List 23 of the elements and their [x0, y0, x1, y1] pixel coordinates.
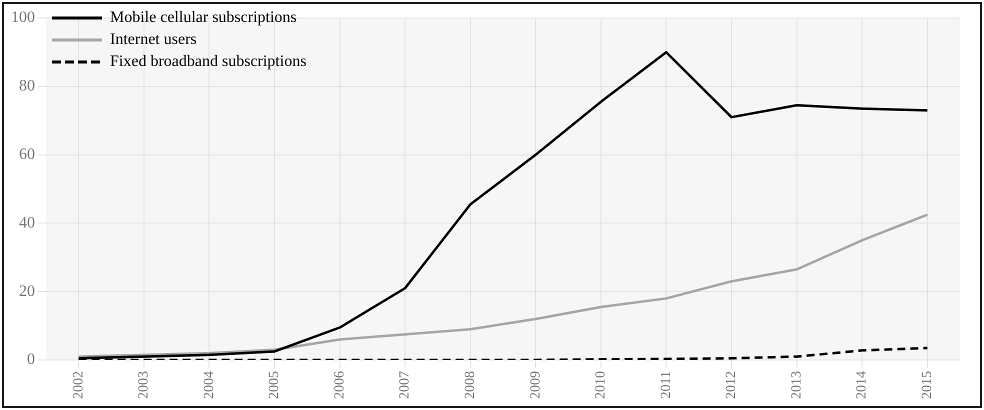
x-tick-label: 2009	[528, 371, 544, 399]
x-tick-label: 2008	[463, 371, 478, 399]
y-tick-label: 0	[27, 351, 35, 368]
x-tick-label: 2007	[398, 371, 413, 399]
legend-label: Internet users	[110, 31, 197, 48]
x-tick-label: 2012	[724, 371, 740, 399]
x-tick-label: 2005	[267, 371, 282, 399]
y-tick-label: 80	[19, 78, 35, 95]
x-tick-label: 2013	[789, 371, 804, 399]
y-tick-label: 60	[19, 146, 35, 164]
x-tick-label: 2014	[854, 371, 870, 399]
x-tick-label: 2003	[136, 371, 152, 399]
x-tick-label: 2006	[332, 371, 348, 399]
x-tick-label: 2004	[202, 371, 217, 399]
y-tick-label: 100	[11, 9, 35, 26]
x-tick-label: 2002	[71, 371, 86, 399]
x-tick-label: 2015	[920, 371, 936, 399]
y-tick-label: 20	[19, 282, 35, 300]
x-tick-label: 2010	[594, 371, 609, 399]
legend-label: Mobile cellular subscriptions	[110, 9, 297, 26]
legend-label: Fixed broadband subscriptions	[110, 53, 306, 70]
x-tick-label: 2011	[658, 371, 674, 398]
y-tick-label: 40	[19, 214, 35, 232]
